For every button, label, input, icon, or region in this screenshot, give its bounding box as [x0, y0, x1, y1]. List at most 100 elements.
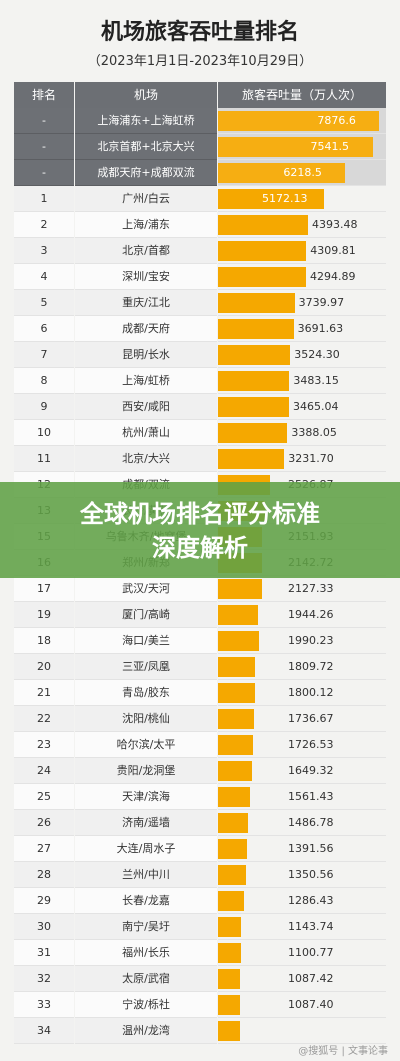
throughput-cell: 1087.40	[218, 992, 386, 1018]
table-row: 11 北京/大兴 3231.70	[14, 446, 386, 472]
rank-cell: 3	[14, 238, 74, 264]
airport-name-cell: 南宁/吴圩	[75, 914, 217, 940]
throughput-value-label: 1800.12	[288, 686, 334, 699]
rank-cell: 6	[14, 316, 74, 342]
rank-cell: 8	[14, 368, 74, 394]
rank-cell: 32	[14, 966, 74, 992]
throughput-bar	[218, 813, 249, 833]
table-row: 5 重庆/江北 3739.97	[14, 290, 386, 316]
table-row: 18 海口/美兰 1990.23	[14, 628, 386, 654]
rank-cell: 31	[14, 940, 74, 966]
throughput-value-label: 7876.6	[317, 114, 356, 127]
throughput-bar	[218, 137, 373, 157]
table-row: 23 哈尔滨/太平 1726.53	[14, 732, 386, 758]
rank-cell: 28	[14, 862, 74, 888]
throughput-cell: 1561.43	[218, 784, 386, 810]
rank-cell: 21	[14, 680, 74, 706]
throughput-cell: 1486.78	[218, 810, 386, 836]
throughput-value-label: 4393.48	[312, 218, 358, 231]
table-row: 27 大连/周水子 1391.56	[14, 836, 386, 862]
rank-cell: 25	[14, 784, 74, 810]
throughput-value-label: 1350.56	[288, 868, 334, 881]
throughput-value-label: 1726.53	[288, 738, 334, 751]
airport-name-cell: 大连/周水子	[75, 836, 217, 862]
rank-cell: 2	[14, 212, 74, 238]
throughput-bar	[218, 163, 346, 183]
airport-name-cell: 重庆/江北	[75, 290, 217, 316]
rank-cell: 9	[14, 394, 74, 420]
throughput-bar	[218, 449, 285, 469]
throughput-cell	[218, 1018, 386, 1044]
airport-name-cell: 成都/天府	[75, 316, 217, 342]
throughput-cell: 3739.97	[218, 290, 386, 316]
table-row: 33 宁波/栎社 1087.40	[14, 992, 386, 1018]
throughput-value-label: 1100.77	[288, 946, 334, 959]
throughput-bar	[218, 865, 246, 885]
rank-cell: 17	[14, 576, 74, 602]
rank-cell: 4	[14, 264, 74, 290]
throughput-bar	[218, 423, 288, 443]
airport-name-cell: 长春/龙嘉	[75, 888, 217, 914]
table-row: 20 三亚/凤凰 1809.72	[14, 654, 386, 680]
rank-cell: 5	[14, 290, 74, 316]
airport-name-cell: 沈阳/桃仙	[75, 706, 217, 732]
throughput-bar	[218, 241, 307, 261]
airport-name-cell: 西安/咸阳	[75, 394, 217, 420]
table-row: 31 福州/长乐 1100.77	[14, 940, 386, 966]
rank-cell: 34	[14, 1018, 74, 1044]
airport-name-cell: 上海浦东+上海虹桥	[75, 108, 217, 134]
rank-cell: -	[14, 134, 74, 160]
throughput-value-label: 1736.67	[288, 712, 334, 725]
table-row: 29 长春/龙嘉 1286.43	[14, 888, 386, 914]
rank-cell: 26	[14, 810, 74, 836]
throughput-cell: 1087.42	[218, 966, 386, 992]
airport-name-cell: 上海/浦东	[75, 212, 217, 238]
rank-cell: 10	[14, 420, 74, 446]
throughput-value-label: 1391.56	[288, 842, 334, 855]
airport-name-cell: 深圳/宝安	[75, 264, 217, 290]
date-range-subtitle: （2023年1月1日-2023年10月29日）	[87, 54, 313, 69]
table-row: 26 济南/遥墙 1486.78	[14, 810, 386, 836]
throughput-cell: 1736.67	[218, 706, 386, 732]
throughput-bar	[218, 631, 259, 651]
table-row: 1 广州/白云 5172.13	[14, 186, 386, 212]
table-row: 3 北京/首都 4309.81	[14, 238, 386, 264]
throughput-bar	[218, 657, 256, 677]
airport-name-cell: 宁波/栎社	[75, 992, 217, 1018]
watermark: @搜狐号 | 文事论事	[298, 1046, 388, 1057]
airport-name-cell: 北京首都+北京大兴	[75, 134, 217, 160]
airport-name-cell: 济南/遥墙	[75, 810, 217, 836]
throughput-value-label: 5172.13	[261, 192, 308, 205]
table-row: 22 沈阳/桃仙 1736.67	[14, 706, 386, 732]
rank-cell: 23	[14, 732, 74, 758]
rank-cell: 7	[14, 342, 74, 368]
table-row: 4 深圳/宝安 4294.89	[14, 264, 386, 290]
airport-name-cell: 温州/龙湾	[75, 1018, 217, 1044]
throughput-bar	[218, 943, 241, 963]
throughput-value-label: 7541.5	[310, 140, 350, 153]
throughput-value-label: 3483.15	[293, 374, 339, 387]
throughput-cell: 4294.89	[218, 264, 386, 290]
rank-cell: 18	[14, 628, 74, 654]
rank-cell: 1	[14, 186, 74, 212]
banner-text: 全球机场排名评分标准 深度解析	[0, 497, 400, 565]
throughput-bar	[218, 735, 254, 755]
throughput-value-label: 1286.43	[288, 894, 334, 907]
throughput-value-label: 1809.72	[288, 660, 334, 673]
airport-name-cell: 成都天府+成都双流	[75, 160, 217, 186]
throughput-bar	[218, 1021, 240, 1041]
throughput-value-label: 1944.26	[288, 608, 334, 621]
table-row: 10 杭州/萧山 3388.05	[14, 420, 386, 446]
throughput-cell: 7541.5	[218, 134, 386, 160]
throughput-value-label: 4294.89	[309, 270, 356, 283]
throughput-cell: 3231.70	[218, 446, 386, 472]
banner-line-2: 深度解析	[152, 534, 248, 562]
rank-cell: 24	[14, 758, 74, 784]
airport-name-cell: 杭州/萧山	[75, 420, 217, 446]
table-row: 9 西安/咸阳 3465.04	[14, 394, 386, 420]
throughput-bar	[218, 969, 241, 989]
throughput-bar	[218, 605, 258, 625]
throughput-value-label: 3739.97	[298, 296, 345, 309]
throughput-value-label: 3524.30	[294, 348, 340, 361]
throughput-value-label: 1990.23	[288, 634, 334, 647]
